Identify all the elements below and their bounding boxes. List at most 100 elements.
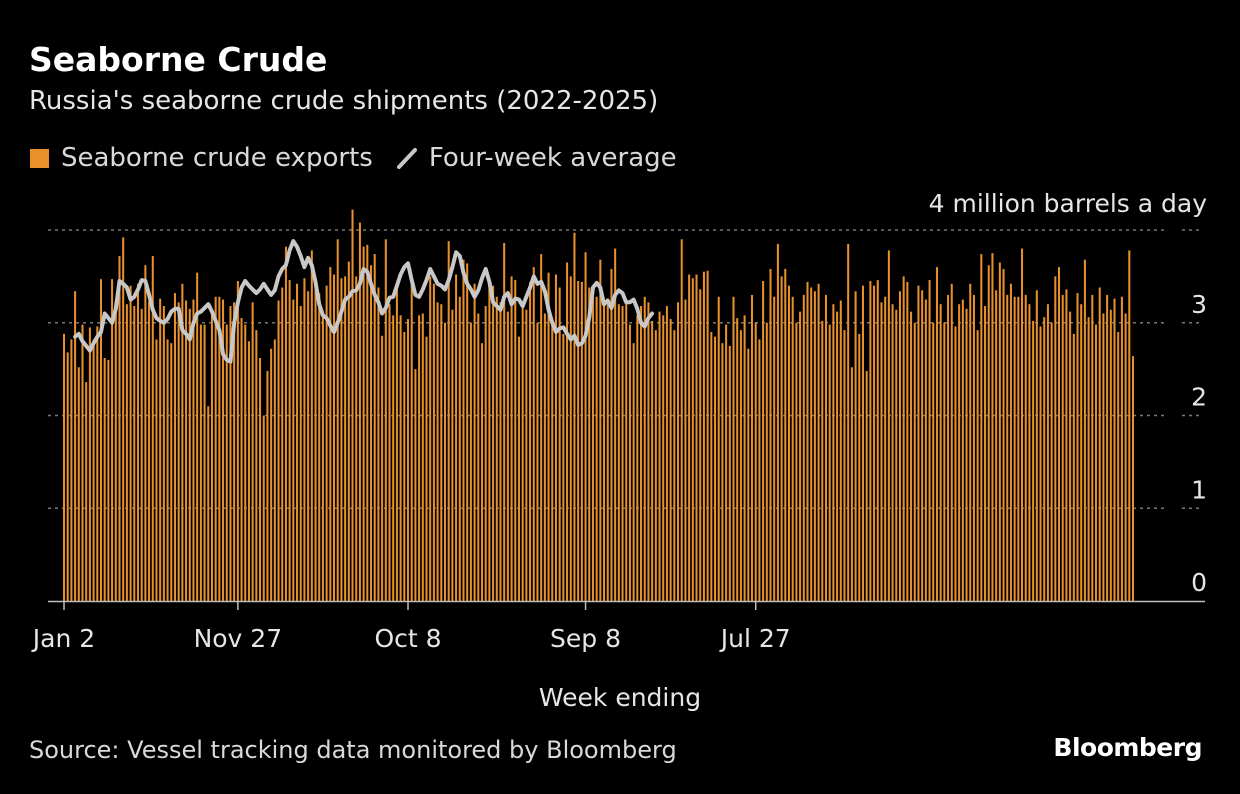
bar <box>828 324 831 601</box>
bar <box>1076 293 1079 601</box>
bar <box>425 336 428 601</box>
bar <box>902 276 905 601</box>
bar <box>643 296 646 601</box>
bar <box>336 239 339 601</box>
bar <box>1102 313 1105 601</box>
bar <box>310 250 313 601</box>
legend-label-exports: Seaborne crude exports <box>61 143 373 173</box>
bar <box>1017 296 1020 601</box>
bar <box>543 313 546 601</box>
bar <box>155 339 158 601</box>
bar <box>636 315 639 601</box>
bar <box>532 267 535 601</box>
bar <box>895 309 898 601</box>
bar <box>617 304 620 601</box>
bar <box>451 309 454 601</box>
bar <box>1083 259 1086 601</box>
line-swatch-icon <box>396 148 417 169</box>
bar <box>625 299 628 601</box>
bar <box>292 299 295 601</box>
bar <box>162 306 165 601</box>
gridlines <box>48 229 1202 509</box>
bar <box>381 335 384 601</box>
bar <box>1120 296 1123 601</box>
legend-item-average: Four-week average <box>395 143 677 173</box>
bar <box>103 357 106 601</box>
bar <box>773 296 776 601</box>
bar <box>432 283 435 601</box>
bar <box>873 285 876 601</box>
bar <box>521 302 524 601</box>
bar <box>244 324 247 601</box>
bar <box>924 299 927 601</box>
bar <box>177 302 180 601</box>
bar <box>710 332 713 601</box>
bar <box>514 280 517 601</box>
bar <box>588 287 591 601</box>
bar <box>222 299 225 601</box>
bar <box>699 289 702 601</box>
bar <box>836 311 839 601</box>
bar <box>806 281 809 601</box>
bar <box>429 276 432 601</box>
bar <box>77 367 80 601</box>
bar <box>251 302 254 601</box>
bar <box>240 318 243 601</box>
bar <box>325 285 328 601</box>
bar <box>1128 250 1131 601</box>
bar <box>958 304 961 601</box>
bar <box>140 308 143 601</box>
bar <box>495 296 498 601</box>
bar <box>347 261 350 601</box>
bar <box>810 287 813 601</box>
bar <box>762 281 765 601</box>
bar <box>566 262 569 601</box>
bar <box>144 265 147 601</box>
bar <box>758 339 761 601</box>
bar <box>824 294 828 601</box>
bar <box>173 293 176 601</box>
bar <box>673 330 676 601</box>
bar <box>196 272 199 601</box>
bar <box>584 252 587 601</box>
bar <box>573 232 576 601</box>
bar <box>355 276 358 601</box>
bar <box>1006 294 1009 601</box>
bar <box>107 359 110 601</box>
bar <box>669 319 672 601</box>
bar <box>236 281 239 601</box>
bar <box>1039 326 1042 601</box>
bar <box>839 300 842 601</box>
axes: 0 1 2 3 4 million barrels a day Jan 2 Nov 27 Oc… <box>31 189 1207 712</box>
bar <box>995 290 998 601</box>
bar <box>817 283 820 601</box>
bar <box>943 322 946 601</box>
bar <box>111 279 114 601</box>
bar <box>395 285 398 601</box>
bars <box>62 209 1135 602</box>
bar <box>728 345 731 601</box>
bar <box>492 285 495 601</box>
bar <box>377 287 380 601</box>
bar <box>736 318 739 601</box>
bar <box>651 320 654 601</box>
bar <box>947 294 950 601</box>
bar <box>791 296 794 601</box>
bar <box>1065 289 1068 601</box>
bar <box>277 300 280 601</box>
bar <box>366 244 369 601</box>
bar <box>344 276 347 601</box>
bar <box>255 330 258 601</box>
bar <box>284 246 287 601</box>
bar <box>640 306 643 601</box>
bar <box>680 239 683 601</box>
bar <box>954 326 957 601</box>
bar <box>373 254 376 602</box>
bar <box>314 283 317 601</box>
bar <box>369 265 373 601</box>
bar <box>691 278 694 601</box>
bar <box>795 322 798 601</box>
bar <box>972 294 975 601</box>
bar <box>580 281 583 601</box>
